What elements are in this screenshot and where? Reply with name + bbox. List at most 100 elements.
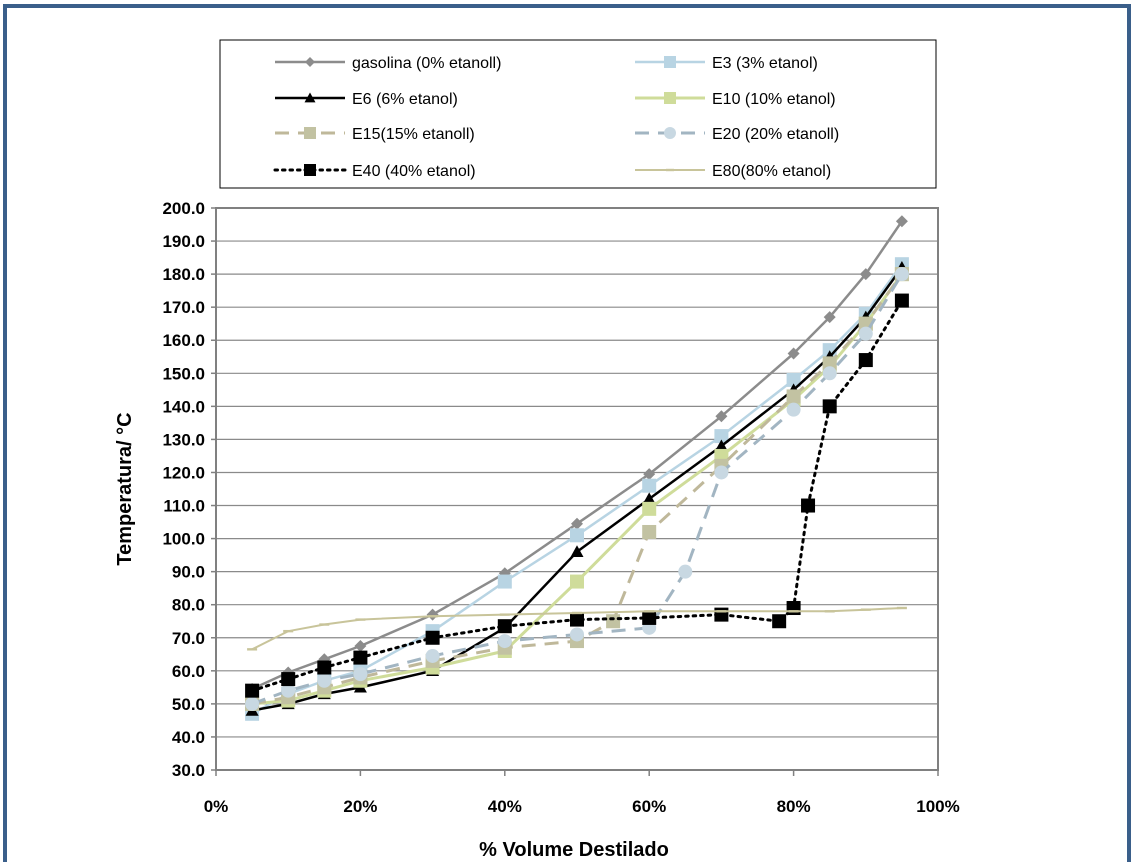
legend-swatch-marker	[664, 56, 676, 68]
legend-label: E80(80% etanol)	[712, 163, 831, 180]
data-point	[570, 627, 584, 642]
legend-item: E10 (10% etanol)	[635, 91, 836, 108]
legend-item: E6 (6% etanol)	[275, 91, 458, 108]
data-point	[822, 356, 837, 371]
data-point	[425, 648, 440, 663]
data-point	[281, 683, 296, 698]
legend-label: E15(15% etanoll)	[352, 126, 475, 143]
data-point	[642, 610, 657, 625]
x-tick-label: 60%	[632, 797, 666, 816]
data-point	[572, 611, 582, 615]
data-point	[786, 402, 801, 417]
data-point	[642, 492, 656, 505]
legend: gasolina (0% etanoll) E3 (3% etanol) E6 (6…	[273, 55, 839, 180]
data-point	[787, 347, 800, 360]
legend-swatch-marker	[304, 127, 316, 139]
data-point	[570, 574, 584, 589]
data-point	[859, 268, 872, 281]
legend-label: E6 (6% etanol)	[352, 91, 458, 108]
data-point	[426, 608, 439, 621]
series-0	[246, 215, 908, 696]
x-axis-title: % Volume Destilado	[479, 839, 669, 861]
x-tick-label: 100%	[916, 797, 959, 816]
x-tick-label: 20%	[343, 797, 377, 816]
data-point	[353, 667, 368, 682]
y-tick-label: 50.0	[172, 695, 205, 714]
series-4	[245, 267, 909, 711]
y-tick-label: 140.0	[162, 397, 205, 416]
y-tick-label: 80.0	[172, 596, 205, 615]
data-point	[858, 353, 873, 368]
legend-label: gasolina (0% etanoll)	[352, 55, 501, 72]
y-tick-label: 170.0	[162, 298, 205, 317]
legend-box	[219, 39, 937, 189]
data-point	[497, 619, 512, 634]
data-point	[642, 478, 657, 493]
legend-swatch-marker	[666, 168, 674, 172]
legend-item: E3 (3% etanol)	[635, 55, 818, 72]
data-point	[281, 672, 296, 687]
data-point	[894, 293, 909, 308]
data-point	[714, 607, 729, 622]
data-point	[353, 650, 368, 665]
legend-label: E40 (40% etanol)	[352, 163, 476, 180]
y-tick-label: 70.0	[172, 629, 205, 648]
data-point	[716, 610, 727, 613]
data-point	[354, 640, 367, 653]
legend-item: E80(80% etanol)	[635, 163, 831, 180]
y-tick-label: 110.0	[163, 497, 205, 516]
data-point	[642, 501, 657, 516]
data-point	[772, 614, 787, 629]
data-point	[247, 648, 258, 651]
y-tick-label: 150.0	[162, 364, 205, 383]
x-axis-ticks: 0% 20% 40% 60% 80% 100%	[204, 770, 960, 816]
legend-item: E40 (40% etanol)	[273, 163, 476, 180]
data-point	[570, 528, 584, 543]
legend-label: E3 (3% etanol)	[712, 55, 818, 72]
data-point	[497, 634, 512, 649]
legend-swatch-marker	[305, 57, 315, 67]
legend-label: E20 (20% etanoll)	[712, 126, 839, 143]
data-point	[786, 372, 801, 387]
plot-area-border	[215, 207, 939, 771]
data-point	[858, 326, 873, 341]
x-tick-label: 80%	[777, 797, 811, 816]
legend-item: E20 (20% etanoll)	[635, 126, 839, 143]
y-tick-label: 190.0	[162, 232, 205, 251]
data-point	[714, 465, 729, 480]
series-7	[247, 606, 907, 651]
data-point	[642, 524, 657, 539]
data-point	[822, 366, 837, 381]
data-point	[317, 660, 332, 675]
y-axis-title: Temperatura/ °C	[114, 412, 136, 565]
legend-label: E10 (10% etanol)	[712, 91, 836, 108]
y-tick-label: 40.0	[172, 728, 205, 747]
data-point	[801, 498, 816, 513]
y-tick-label: 90.0	[172, 563, 205, 582]
outer-border	[3, 4, 1131, 862]
data-point	[786, 389, 801, 404]
data-point	[894, 267, 909, 282]
data-point	[319, 623, 330, 626]
legend-swatch-marker	[304, 92, 316, 103]
data-point	[606, 614, 621, 629]
data-point	[823, 311, 836, 324]
y-tick-label: 100.0	[162, 530, 205, 549]
data-point	[896, 606, 907, 610]
data-point	[643, 468, 656, 481]
data-point	[497, 574, 512, 589]
legend-swatch-marker	[664, 127, 676, 139]
data-point	[714, 439, 728, 452]
legend-swatch-marker	[664, 92, 676, 104]
data-point	[499, 613, 510, 616]
y-axis-ticks: 30.0 40.0 50.0 60.0 70.0 80.0 90.0 100.0 110.0 12…	[162, 199, 216, 780]
data-point	[895, 215, 908, 228]
data-point	[245, 696, 260, 711]
legend-item: gasolina (0% etanoll)	[275, 55, 501, 72]
series-6	[245, 293, 909, 698]
x-tick-label: 0%	[204, 797, 229, 816]
data-point	[570, 612, 584, 627]
data-point	[570, 545, 584, 558]
data-point	[714, 429, 729, 444]
data-point	[427, 615, 438, 618]
